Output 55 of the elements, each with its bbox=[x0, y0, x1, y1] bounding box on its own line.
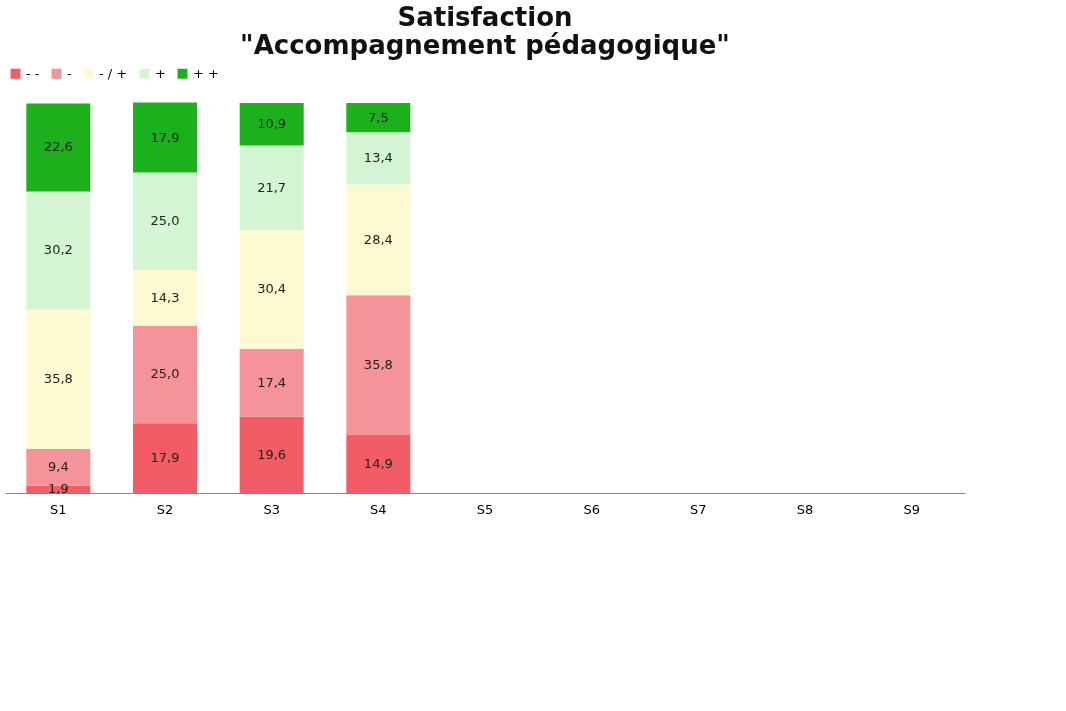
bar bbox=[239, 230, 304, 349]
bar bbox=[239, 103, 304, 146]
bar bbox=[346, 434, 411, 493]
data-label: 22,6 bbox=[43, 139, 73, 155]
bar bbox=[346, 103, 411, 133]
bar bbox=[26, 309, 91, 449]
bar bbox=[26, 103, 91, 192]
x-tick-label: S4 bbox=[370, 501, 387, 517]
legend-label: + + bbox=[193, 65, 219, 81]
bar bbox=[239, 145, 304, 231]
x-tick-label: S6 bbox=[583, 501, 600, 517]
legend-label: + bbox=[155, 65, 166, 81]
data-label: 28,4 bbox=[363, 231, 393, 247]
data-label: 13,4 bbox=[363, 150, 393, 166]
bar bbox=[26, 191, 91, 310]
data-label: 30,2 bbox=[43, 242, 73, 258]
bar bbox=[346, 295, 411, 435]
bar bbox=[133, 325, 197, 424]
bar bbox=[133, 423, 197, 493]
x-tick-label: S8 bbox=[796, 501, 814, 517]
data-label: 14,3 bbox=[150, 289, 180, 305]
data-label: 21,7 bbox=[257, 179, 287, 195]
data-label: 14,9 bbox=[363, 455, 393, 471]
data-label: 7,5 bbox=[367, 109, 389, 125]
data-label: 10,9 bbox=[257, 116, 287, 132]
data-label: 35,8 bbox=[363, 357, 393, 373]
legend-label: - bbox=[67, 65, 72, 81]
legend-label: - - bbox=[26, 65, 40, 81]
data-label: 19,6 bbox=[257, 446, 287, 462]
bar bbox=[26, 448, 91, 486]
text: Satisfaction bbox=[397, 2, 573, 32]
data-label: 17,9 bbox=[150, 450, 180, 466]
bar bbox=[346, 132, 411, 185]
bar bbox=[346, 184, 411, 296]
data-label: 25,0 bbox=[150, 213, 180, 229]
bar bbox=[133, 269, 197, 326]
bar bbox=[239, 348, 304, 417]
data-label: 17,9 bbox=[150, 129, 180, 145]
data-label: 9,4 bbox=[47, 459, 69, 475]
x-tick-label: S1 bbox=[50, 501, 67, 517]
legend-label: - / + bbox=[99, 65, 128, 81]
data-label: 17,4 bbox=[257, 374, 287, 390]
x-tick-label: S2 bbox=[156, 501, 174, 517]
x-tick-label: S3 bbox=[263, 501, 280, 517]
x-tick-label: S5 bbox=[476, 501, 494, 517]
text: "Accompagnement pédagogique" bbox=[240, 30, 730, 60]
bar bbox=[133, 102, 197, 173]
data-label: 25,0 bbox=[150, 366, 180, 382]
data-label: 35,8 bbox=[43, 371, 73, 387]
x-tick-label: S7 bbox=[690, 501, 707, 517]
bar bbox=[133, 172, 197, 270]
data-label: 1,9 bbox=[47, 481, 69, 497]
data-label: 30,4 bbox=[257, 281, 287, 297]
x-tick-label: S9 bbox=[903, 501, 920, 517]
bar bbox=[239, 416, 304, 493]
